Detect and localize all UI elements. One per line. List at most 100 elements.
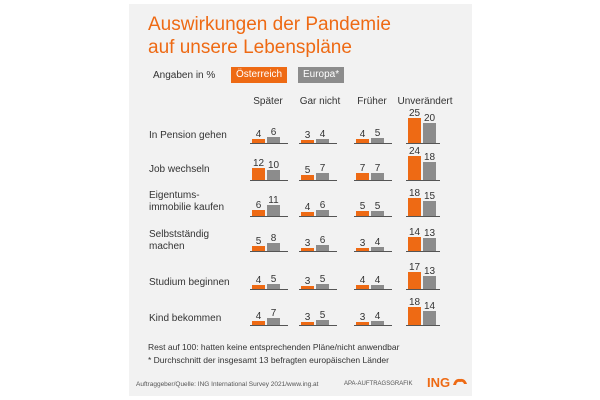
bar-job-wechseln-fruher-austria	[356, 173, 369, 180]
value-label-in-pension-gehen-fruher-europe: 5	[375, 128, 381, 139]
bar-in-pension-gehen-gar-nicht-europe	[316, 139, 329, 143]
bar-job-wechseln-gar-nicht-europe	[316, 173, 329, 180]
bar-kind-bekommen-unverandert-austria	[408, 307, 421, 325]
bar-kind-bekommen-spater-europe	[267, 318, 280, 325]
bar-studium-beginnen-fruher-europe	[371, 285, 384, 289]
bar-studium-beginnen-fruher-austria	[356, 285, 369, 289]
bar-selbststandig-machen-fruher-austria	[356, 248, 369, 251]
bar-studium-beginnen-unverandert-europe	[423, 276, 436, 289]
bar-studium-beginnen-spater-austria	[252, 285, 265, 289]
value-label-studium-beginnen-spater-europe: 5	[271, 274, 277, 285]
bar-kind-bekommen-fruher-austria	[356, 322, 369, 325]
bar-job-wechseln-spater-austria	[252, 168, 265, 180]
row-label-kind: Kind bekommen	[149, 313, 222, 324]
bar-eigentums-immobilie-kaufen-gar-nicht-europe	[316, 210, 329, 216]
value-label-kind-bekommen-fruher-austria: 3	[360, 312, 366, 323]
value-label-in-pension-gehen-unverandert-austria: 25	[409, 108, 421, 119]
value-label-selbststandig-machen-gar-nicht-austria: 3	[305, 238, 311, 249]
legend-austria: Österreich	[231, 67, 288, 83]
bar-kind-bekommen-spater-austria	[252, 321, 265, 325]
value-label-job-wechseln-unverandert-europe: 18	[424, 152, 436, 163]
ing-logo: ING	[427, 375, 451, 390]
value-label-selbststandig-machen-spater-europe: 8	[271, 233, 277, 244]
bar-selbststandig-machen-gar-nicht-europe	[316, 245, 329, 251]
bar-studium-beginnen-gar-nicht-europe	[316, 284, 329, 289]
bar-selbststandig-machen-fruher-europe	[371, 247, 384, 251]
bar-in-pension-gehen-spater-europe	[267, 137, 280, 143]
note-footnote: * Durchschnitt der insgesamt 13 befragte…	[148, 355, 389, 365]
value-label-eigentums-immobilie-kaufen-gar-nicht-europe: 6	[320, 200, 326, 211]
bar-eigentums-immobilie-kaufen-gar-nicht-austria	[301, 212, 314, 216]
value-label-selbststandig-machen-unverandert-europe: 13	[424, 228, 436, 239]
value-label-selbststandig-machen-gar-nicht-europe: 6	[320, 235, 326, 246]
value-label-kind-bekommen-spater-europe: 7	[271, 308, 277, 319]
value-label-studium-beginnen-gar-nicht-europe: 5	[320, 274, 326, 285]
bar-job-wechseln-unverandert-europe	[423, 162, 436, 180]
value-label-studium-beginnen-gar-nicht-austria: 3	[305, 276, 311, 287]
bar-selbststandig-machen-unverandert-austria	[408, 237, 421, 251]
value-label-job-wechseln-fruher-austria: 7	[360, 163, 366, 174]
bar-studium-beginnen-gar-nicht-austria	[301, 286, 314, 289]
bar-studium-beginnen-spater-europe	[267, 284, 280, 289]
value-label-studium-beginnen-spater-austria: 4	[256, 275, 262, 286]
value-label-kind-bekommen-unverandert-austria: 18	[409, 297, 421, 308]
value-label-studium-beginnen-fruher-europe: 4	[375, 275, 381, 286]
value-label-studium-beginnen-fruher-austria: 4	[360, 275, 366, 286]
value-label-in-pension-gehen-fruher-austria: 4	[360, 129, 366, 140]
bar-in-pension-gehen-spater-austria	[252, 139, 265, 143]
value-label-in-pension-gehen-gar-nicht-austria: 3	[305, 130, 311, 141]
bar-kind-bekommen-gar-nicht-europe	[316, 320, 329, 325]
column-header-gar-nicht: Gar nicht	[299, 96, 341, 107]
bar-kind-bekommen-gar-nicht-austria	[301, 322, 314, 325]
value-label-job-wechseln-gar-nicht-europe: 7	[320, 163, 326, 174]
bar-eigentums-immobilie-kaufen-fruher-austria	[356, 211, 369, 216]
title-line-2: auf unsere Lebenspläne	[148, 37, 352, 58]
bar-in-pension-gehen-gar-nicht-austria	[301, 140, 314, 143]
value-label-job-wechseln-spater-europe: 10	[268, 160, 280, 171]
bar-kind-bekommen-fruher-europe	[371, 321, 384, 325]
value-label-kind-bekommen-fruher-europe: 4	[375, 311, 381, 322]
bar-eigentums-immobilie-kaufen-spater-austria	[252, 210, 265, 216]
value-label-kind-bekommen-unverandert-europe: 14	[424, 301, 436, 312]
bar-eigentums-immobilie-kaufen-unverandert-europe	[423, 201, 436, 216]
note-rest: Rest auf 100: hatten keine entsprechende…	[148, 342, 400, 352]
value-label-selbststandig-machen-fruher-europe: 4	[375, 237, 381, 248]
lion-icon	[453, 378, 467, 385]
bar-job-wechseln-unverandert-austria	[408, 156, 421, 180]
value-label-kind-bekommen-spater-austria: 4	[256, 311, 262, 322]
value-label-eigentums-immobilie-kaufen-spater-austria: 6	[256, 200, 262, 211]
bar-in-pension-gehen-fruher-austria	[356, 139, 369, 143]
row-label-pension: In Pension gehen	[149, 130, 227, 141]
bar-selbststandig-machen-unverandert-europe	[423, 238, 436, 251]
value-label-job-wechseln-unverandert-austria: 24	[409, 146, 421, 157]
chart-title: Auswirkungen der Pandemie auf unsere Leb…	[148, 13, 458, 59]
value-label-eigentums-immobilie-kaufen-gar-nicht-austria: 4	[305, 202, 311, 213]
value-label-job-wechseln-fruher-europe: 7	[375, 163, 381, 174]
bar-job-wechseln-fruher-europe	[371, 173, 384, 180]
bar-job-wechseln-gar-nicht-austria	[301, 175, 314, 180]
column-header-spaeter: Später	[253, 96, 283, 107]
value-label-studium-beginnen-unverandert-austria: 17	[409, 262, 421, 273]
value-label-kind-bekommen-gar-nicht-europe: 5	[320, 310, 326, 321]
value-label-kind-bekommen-gar-nicht-austria: 3	[305, 312, 311, 323]
bar-eigentums-immobilie-kaufen-spater-europe	[267, 205, 280, 216]
value-label-studium-beginnen-unverandert-europe: 13	[424, 266, 436, 277]
bar-in-pension-gehen-fruher-europe	[371, 138, 384, 143]
value-label-in-pension-gehen-unverandert-europe: 20	[424, 113, 436, 124]
value-label-eigentums-immobilie-kaufen-unverandert-europe: 15	[424, 191, 436, 202]
row-label-job: Job wechseln	[149, 164, 210, 175]
title-line-1: Auswirkungen der Pandemie	[148, 14, 391, 35]
bar-job-wechseln-spater-europe	[267, 170, 280, 180]
bar-eigentums-immobilie-kaufen-fruher-europe	[371, 211, 384, 216]
bar-in-pension-gehen-unverandert-austria	[408, 118, 421, 143]
column-header-frueher: Früher	[357, 96, 387, 107]
value-label-job-wechseln-gar-nicht-austria: 5	[305, 165, 311, 176]
value-label-eigentums-immobilie-kaufen-spater-europe: 11	[268, 195, 279, 206]
bar-selbststandig-machen-gar-nicht-austria	[301, 248, 314, 251]
row-label-selbststaendig: Selbstständig machen	[149, 229, 210, 252]
unit-label: Angaben in %	[153, 70, 216, 81]
bar-eigentums-immobilie-kaufen-unverandert-austria	[408, 198, 421, 216]
value-label-eigentums-immobilie-kaufen-unverandert-austria: 18	[409, 188, 421, 199]
row-label-immobilie: Eigentums-immobilie kaufen	[149, 190, 225, 213]
